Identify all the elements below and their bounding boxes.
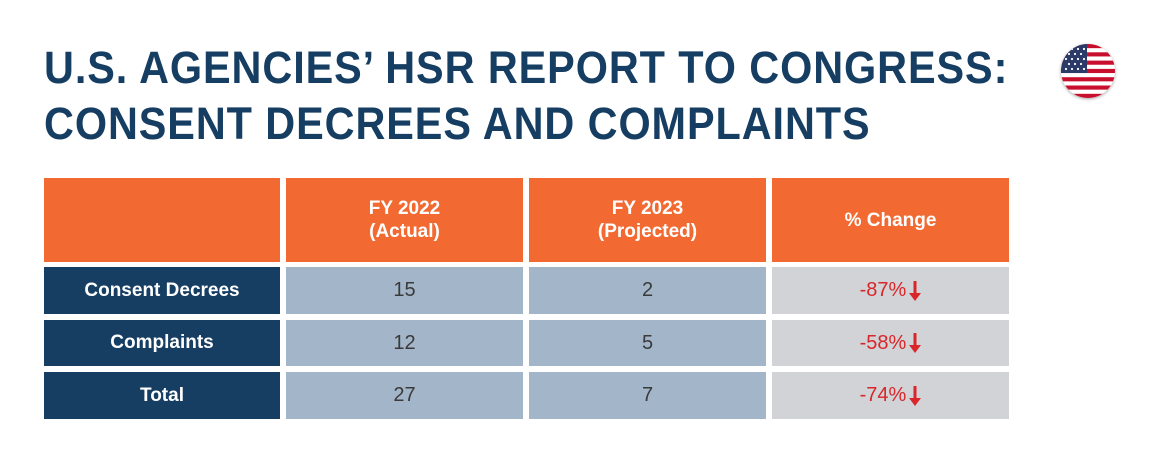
change-value: -58% <box>859 331 907 354</box>
cell-complaints-fy2023: 5 <box>529 320 766 366</box>
header-fy2022-line2: (Actual) <box>369 221 440 242</box>
title-line-2: CONSENT DECREES AND COMPLAINTS <box>44 98 871 149</box>
down-arrow-icon <box>909 280 922 301</box>
header-blank-cell <box>44 178 280 262</box>
us-flag-icon <box>1061 44 1115 98</box>
change-value: -87% <box>859 279 907 301</box>
page-title: U.S. AGENCIES’ HSR REPORT TO CONGRESS: C… <box>44 40 1009 152</box>
header-fy2023-line2: (Projected) <box>597 221 698 242</box>
row-label-total: Total <box>44 372 280 419</box>
cell-consent-decrees-fy2022: 15 <box>286 267 523 314</box>
cell-consent-decrees-change: -87% <box>772 267 1009 314</box>
cell-complaints-fy2022: 12 <box>286 320 523 366</box>
down-arrow-icon <box>909 385 922 406</box>
header-fy2023: FY 2023 (Projected) <box>529 178 766 262</box>
cell-complaints-change: -58% <box>772 320 1009 366</box>
change-value: -74% <box>859 384 907 406</box>
header-change-label: % Change <box>844 209 937 231</box>
down-arrow-icon <box>909 333 922 353</box>
cell-total-fy2023: 7 <box>529 372 766 419</box>
cell-consent-decrees-fy2023: 2 <box>529 267 766 314</box>
row-label-complaints: Complaints <box>44 320 280 366</box>
cell-total-change: -74% <box>772 372 1009 419</box>
header-change: % Change <box>772 178 1009 262</box>
row-label-consent-decrees: Consent Decrees <box>44 267 280 314</box>
header-fy2022: FY 2022 (Actual) <box>286 178 523 262</box>
header-fy2022-line1: FY 2022 <box>368 198 441 219</box>
header-fy2023-line1: FY 2023 <box>611 198 684 219</box>
cell-total-fy2022: 27 <box>286 372 523 419</box>
title-line-1: U.S. AGENCIES’ HSR REPORT TO CONGRESS: <box>44 42 1009 93</box>
